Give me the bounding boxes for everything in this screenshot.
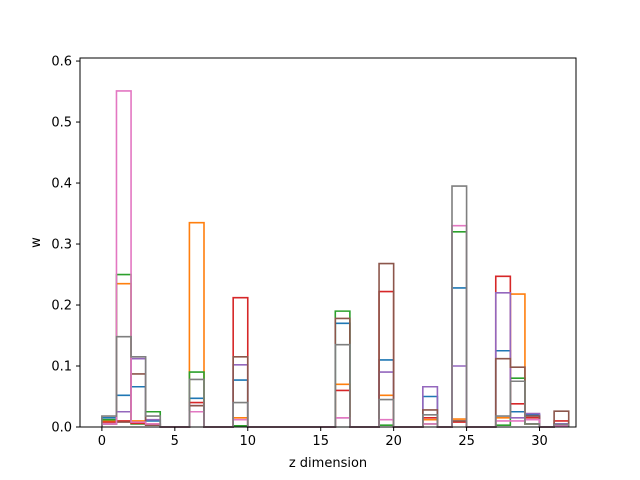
x-tick-label: 20 xyxy=(385,434,402,449)
axes-frame xyxy=(79,57,577,428)
y-tick-label: 0.5 xyxy=(51,116,72,131)
x-tick-label: 15 xyxy=(312,434,329,449)
x-axis-ticks: 0 5 10 15 20 25 30 xyxy=(98,427,548,449)
y-tick-label: 0.0 xyxy=(51,421,72,436)
y-tick-label: 0.1 xyxy=(51,360,72,375)
x-tick-label: 5 xyxy=(171,434,179,449)
x-tick-label: 25 xyxy=(458,434,475,449)
x-axis-label: z dimension xyxy=(289,456,367,471)
x-tick-label: 10 xyxy=(239,434,256,449)
x-tick-label: 0 xyxy=(98,434,106,449)
y-tick-label: 0.3 xyxy=(51,238,72,253)
x-tick-label: 30 xyxy=(531,434,548,449)
y-tick-label: 0.4 xyxy=(51,177,72,192)
y-tick-label: 0.2 xyxy=(51,299,72,314)
y-tick-label: 0.6 xyxy=(51,55,72,70)
y-axis-ticks: 0.0 0.1 0.2 0.3 0.4 0.5 0.6 xyxy=(51,55,80,436)
y-axis-label: w xyxy=(29,237,44,248)
